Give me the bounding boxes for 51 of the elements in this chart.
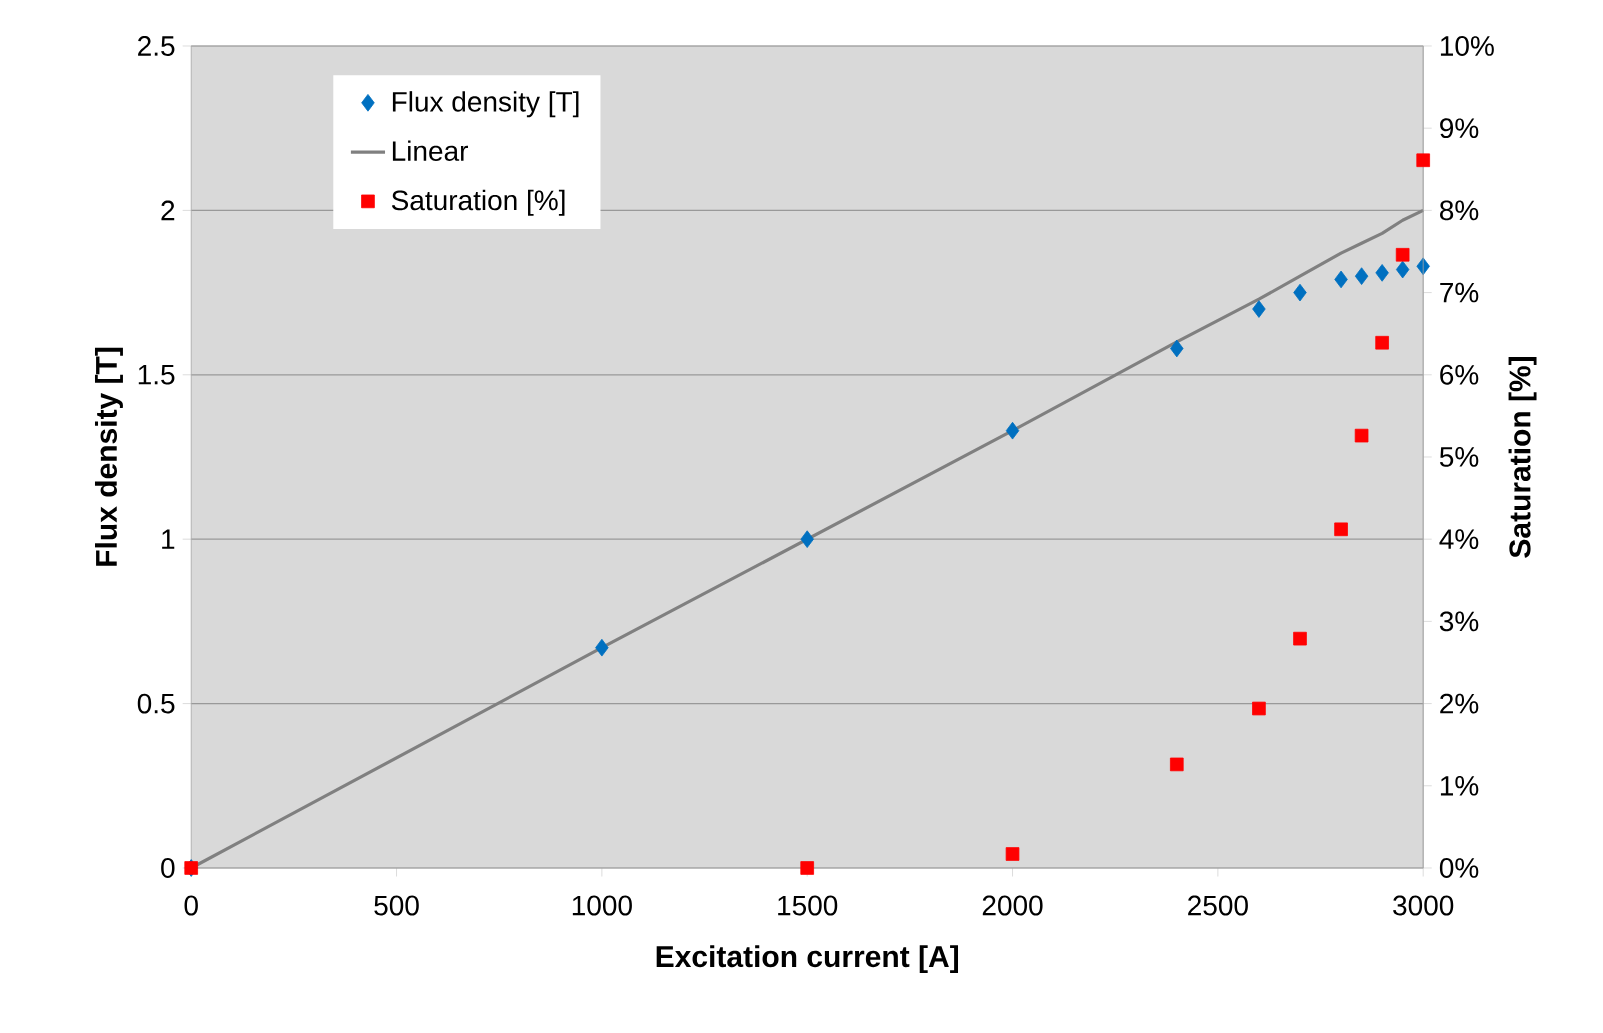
legend-label: Linear [392,140,468,162]
y2-tick-label: 9% [1440,118,1479,139]
y2-tick-label: 0% [1439,858,1479,879]
point [1395,248,1410,262]
point [800,861,815,875]
y2-tick-label: 10% [1440,36,1494,57]
y2-tick-label: 8% [1440,200,1479,221]
y-axis-title: Flux density [T] [94,348,123,567]
y2-axis-title: Saturation [%] [1508,357,1537,558]
y-tick-label: 2.5 [138,36,175,57]
point [1170,757,1184,772]
y-tick-label: 2 [161,200,175,221]
x-tick-label: 2500 [1188,895,1248,916]
point [1416,153,1430,168]
point [1334,270,1348,289]
y2-tick-label: 7% [1440,282,1479,303]
y-tick-label: 1 [162,529,175,550]
point [1395,260,1410,279]
y2-tick-label: 6% [1440,365,1479,385]
point [1334,522,1348,537]
point [1354,429,1369,443]
y2-tick-label: 5% [1439,447,1479,468]
point [1354,267,1369,286]
y-tick-label: 1.5 [138,365,175,385]
point [595,639,609,657]
x-tick-label: 0 [184,895,198,916]
y2-tick-label: 3% [1439,611,1479,632]
point [800,530,814,549]
x-tick-label: 2000 [982,895,1043,916]
y2-tick-label: 1% [1440,776,1479,796]
point [1375,336,1389,350]
point [1416,257,1430,276]
point [1293,632,1307,646]
y-tick-label: 0.5 [137,693,175,714]
y2-tick-label: 4% [1439,529,1479,550]
legend-label: Flux density [T] [392,91,579,118]
x-tick-label: 3000 [1393,895,1454,916]
point [1252,701,1266,716]
y-tick-label: 0 [161,858,175,879]
x-tick-label: 500 [374,895,419,916]
x-axis-title: Excitation current [A] [656,945,959,974]
point [1375,264,1389,282]
y2-tick-label: 2% [1440,693,1479,714]
point [1005,422,1020,440]
x-tick-label: 1000 [572,895,632,916]
point [1170,339,1184,358]
point [1252,300,1266,319]
legend-label: Saturation [%] [391,189,565,217]
point [1293,283,1307,302]
x-tick-label: 1500 [778,895,838,916]
point [1005,847,1020,862]
